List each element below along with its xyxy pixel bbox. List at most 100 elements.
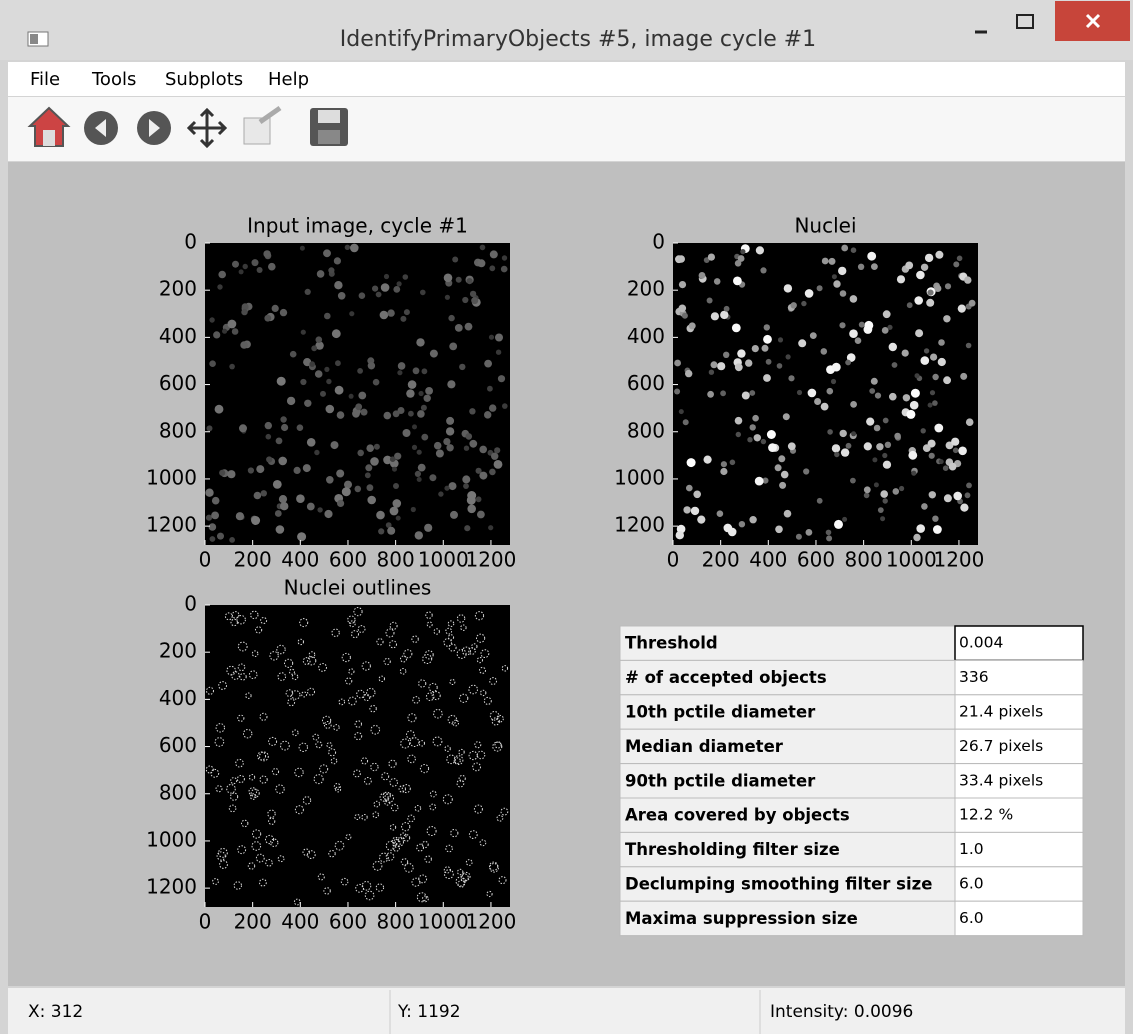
table-label: # of accepted objects xyxy=(625,668,827,687)
cell xyxy=(285,689,294,697)
cell xyxy=(333,257,341,265)
cell xyxy=(942,465,949,472)
table-label: Median diameter xyxy=(625,737,784,756)
cell xyxy=(747,437,753,443)
cell xyxy=(392,410,400,418)
cell xyxy=(323,887,331,895)
y-tick-label: 800 xyxy=(159,780,197,804)
cell xyxy=(780,470,789,479)
pan-button[interactable] xyxy=(186,107,228,149)
cell xyxy=(219,860,228,869)
cell xyxy=(932,400,938,406)
cell xyxy=(888,342,897,352)
cell xyxy=(502,403,508,409)
cell xyxy=(387,309,395,317)
cell xyxy=(831,444,841,453)
cell xyxy=(217,532,224,540)
cell xyxy=(445,427,455,436)
cell xyxy=(407,380,417,389)
cell xyxy=(448,643,457,652)
x-tick-label: 400 xyxy=(281,910,319,934)
cell xyxy=(678,281,687,289)
cell xyxy=(253,491,262,500)
cell xyxy=(866,417,875,426)
cell xyxy=(825,529,832,536)
x-tick-label: 400 xyxy=(281,548,319,572)
cell xyxy=(706,297,713,304)
cell xyxy=(412,696,420,704)
cell xyxy=(323,249,331,258)
cell xyxy=(241,303,249,311)
cell xyxy=(418,740,425,747)
x-tick-label: 600 xyxy=(797,548,835,572)
cell xyxy=(915,329,924,338)
cell xyxy=(333,783,341,790)
cell xyxy=(489,468,496,476)
cell xyxy=(787,442,796,451)
menu-item[interactable]: File xyxy=(30,69,60,90)
cell xyxy=(465,433,473,440)
cell xyxy=(720,461,728,468)
cell xyxy=(752,414,759,422)
cell xyxy=(480,689,487,697)
cell xyxy=(286,396,296,406)
cell xyxy=(471,297,479,305)
cell xyxy=(826,535,833,542)
table-label-cell xyxy=(619,831,956,868)
cell xyxy=(922,444,931,452)
cell xyxy=(749,516,757,524)
panel-title: Input image, cycle #1 xyxy=(247,214,468,238)
table-value: 21.4 pixels xyxy=(959,703,1043,721)
cell xyxy=(384,799,391,806)
cell xyxy=(231,611,240,619)
cell xyxy=(906,302,913,309)
cell xyxy=(385,852,395,861)
cell xyxy=(964,276,972,284)
cell xyxy=(323,721,332,729)
cell xyxy=(456,779,465,788)
cell xyxy=(350,243,359,253)
cell xyxy=(734,260,742,267)
home-button[interactable] xyxy=(27,106,71,147)
cell xyxy=(849,295,858,303)
cell xyxy=(364,890,375,901)
cell xyxy=(276,376,286,386)
cell xyxy=(277,672,287,681)
cell xyxy=(459,363,466,371)
cell xyxy=(259,775,268,784)
back-button[interactable] xyxy=(84,111,118,145)
cell xyxy=(265,433,272,440)
cell xyxy=(920,263,929,271)
cell xyxy=(952,447,959,454)
table-value-cell xyxy=(954,659,1084,696)
cell xyxy=(880,516,886,522)
save-button[interactable] xyxy=(310,108,348,146)
cell xyxy=(500,807,509,816)
zoom-button[interactable] xyxy=(243,105,282,145)
menu-item[interactable]: Help xyxy=(268,69,309,90)
forward-button[interactable] xyxy=(137,111,171,145)
cell xyxy=(421,433,429,441)
cell xyxy=(435,449,444,458)
cell xyxy=(392,844,401,852)
cell xyxy=(232,260,239,268)
cell xyxy=(882,310,891,319)
cell xyxy=(497,375,506,383)
cell xyxy=(785,354,791,360)
save-slot xyxy=(318,130,340,144)
cell xyxy=(943,376,951,385)
menu-item[interactable]: Subplots xyxy=(165,69,243,90)
cell xyxy=(421,368,428,375)
cell xyxy=(296,424,304,432)
cell xyxy=(360,757,369,765)
cell xyxy=(259,712,268,721)
cell xyxy=(414,805,422,812)
cell xyxy=(287,698,296,707)
cell xyxy=(880,490,888,498)
table-label-cell xyxy=(619,728,956,765)
cell xyxy=(239,673,247,681)
menu-item[interactable]: Tools xyxy=(91,69,136,90)
cell xyxy=(230,777,238,785)
cell xyxy=(264,421,272,430)
cell xyxy=(483,696,492,705)
